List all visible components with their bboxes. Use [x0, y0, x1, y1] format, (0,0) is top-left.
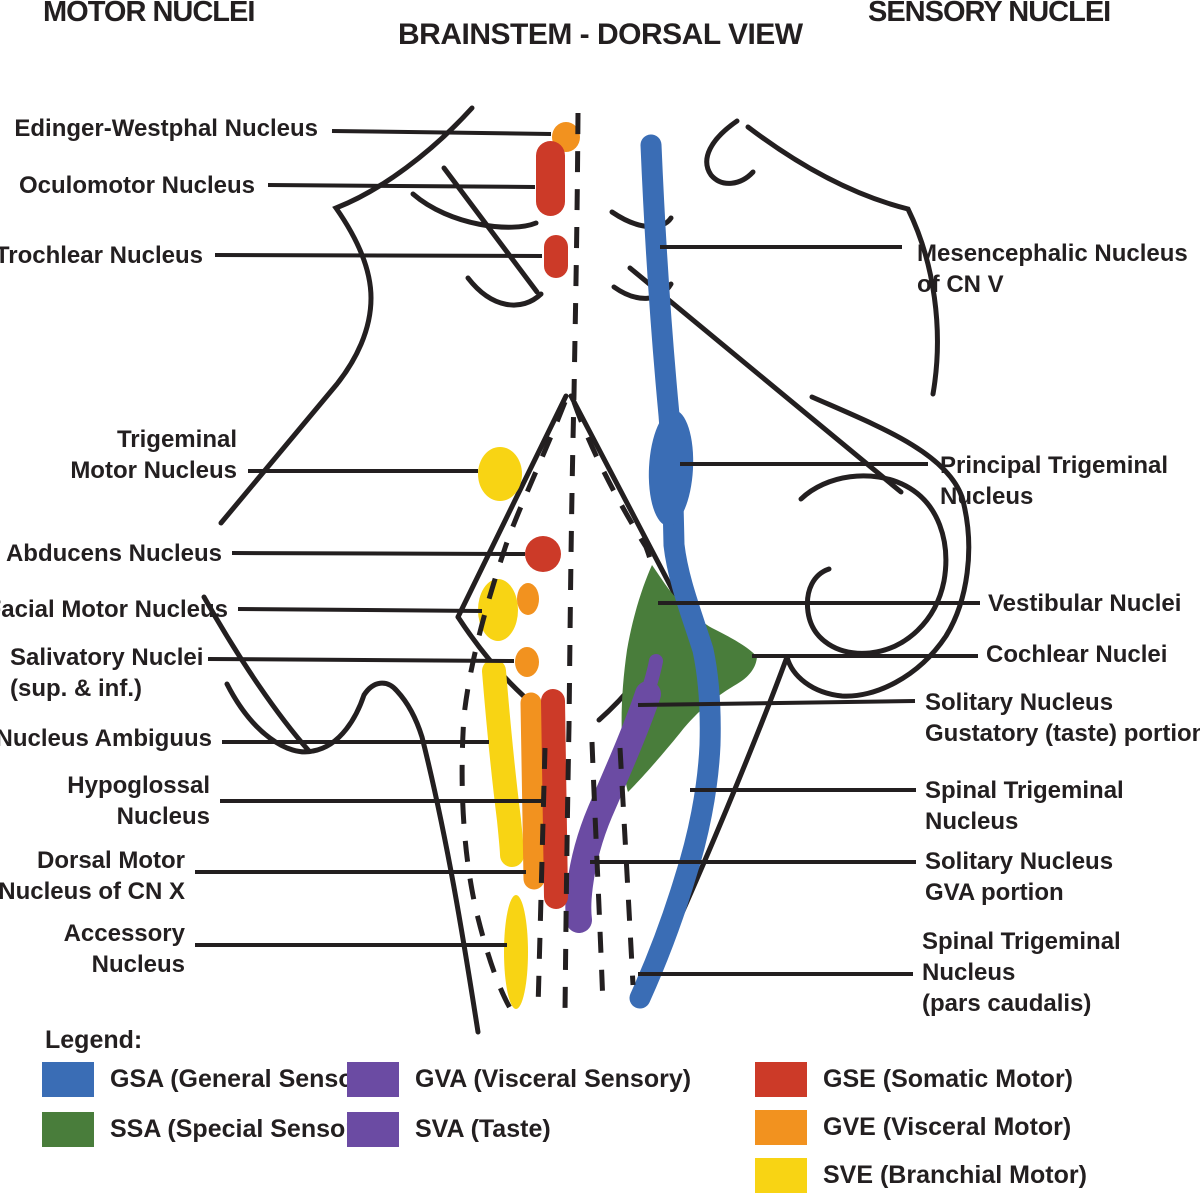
sva-color-swatch: [347, 1112, 399, 1147]
facial-motor-marker: [478, 579, 518, 641]
sensory-nuclei-shapes: [565, 134, 757, 1009]
leader-salivatory: [207, 657, 515, 663]
label-principal-trigeminal-nucleus: Principal Trigeminal Nucleus: [940, 452, 1169, 510]
label-edinger-westphal-nucleus: Edinger-Westphal Nucleus: [14, 115, 318, 142]
label-trochlear-nucleus: Trochlear Nucleus: [0, 242, 203, 269]
label-salivatory-nuclei: Salivatory Nuclei (sup. & inf.): [10, 644, 204, 702]
sulcus-limitans-right-dashed: [571, 401, 654, 567]
legend-item-sva: SVA (Taste): [347, 1112, 551, 1147]
label-cochlear-nuclei: Cochlear Nuclei: [986, 641, 1168, 668]
gva-color-swatch: [347, 1062, 399, 1097]
trigeminal-motor-marker: [478, 447, 522, 501]
legend-item-gsa: GSA (General Sensory): [42, 1062, 386, 1097]
label-solitary-nucleus-gva: Solitary Nucleus GVA portion: [925, 848, 1114, 906]
fasciculus-dashed-1: [535, 747, 548, 1009]
outline-right-peduncle-inner-loop: [798, 473, 949, 656]
fasciculus-dashed-3: [617, 747, 636, 986]
motor-nuclei-shapes: [478, 122, 580, 1009]
solitary-sva-tail: [640, 654, 663, 701]
oculomotor-marker: [536, 141, 565, 216]
vestibular-cochlear-ssa-shape: [621, 565, 757, 792]
nucleus-ambiguus-band: [482, 659, 524, 867]
label-spinal-trigeminal-nucleus: Spinal Trigeminal Nucleus: [925, 777, 1124, 835]
gse-color-swatch: [755, 1062, 807, 1097]
label-accessory-nucleus: Accessory Nucleus: [63, 920, 185, 978]
leader-facial-motor: [237, 607, 483, 613]
outline-fourth-ventricle-right-edge: [568, 393, 685, 611]
gsa-trigeminal-column-band: [629, 134, 721, 1009]
legend-item-sve: SVE (Branchial Motor): [755, 1158, 1087, 1193]
label-dorsal-motor-nucleus-of-cn-x: Dorsal Motor Nucleus of CN X: [0, 847, 185, 905]
legend-item-gva: GVA (Visceral Sensory): [347, 1062, 691, 1097]
outline-left-colliculus-diagonal: [441, 165, 540, 295]
outline-right-thalamus-hook: [704, 118, 756, 186]
label-nucleus-ambiguus: Nucleus Ambiguus: [0, 725, 212, 752]
motor-nuclei-header: MOTOR NUCLEI: [43, 0, 255, 28]
leader-trochlear: [214, 253, 543, 258]
legend-item-ssa: SSA (Special Sensory): [42, 1112, 377, 1147]
hypoglossal-gse-band: [541, 689, 568, 909]
principal-trigeminal-bulge: [648, 410, 694, 526]
figure-title: BRAINSTEM - DORSAL VIEW: [398, 18, 803, 51]
trochlear-marker: [544, 235, 568, 278]
outline-left-midbrain: [218, 105, 475, 526]
leader-abducens: [231, 551, 526, 556]
sve-color-swatch: [755, 1158, 807, 1193]
leader-oculomotor: [267, 183, 536, 189]
legend-item-gse: GSE (Somatic Motor): [755, 1062, 1073, 1097]
leader-edinger-westphal: [331, 129, 552, 136]
salivatory-marker: [515, 647, 539, 677]
facial-gve-marker: [517, 583, 539, 615]
outline-left-inferior-colliculus-arc: [465, 275, 544, 308]
legend-title: Legend:: [45, 1026, 143, 1054]
sensory-nuclei-header: SENSORY NUCLEI: [868, 0, 1111, 28]
ssa-color-swatch: [42, 1112, 94, 1147]
label-oculomotor-nucleus: Oculomotor Nucleus: [18, 172, 255, 199]
outline-right-midbrain: [745, 124, 940, 397]
solitary-gva-band: [565, 681, 661, 933]
gve-color-swatch: [755, 1110, 807, 1145]
leader-lines: [195, 129, 980, 976]
legend-item-gve: GVE (Visceral Motor): [755, 1110, 1071, 1145]
outline-left-pons-lateral: [201, 594, 312, 754]
outline-right-peduncle-diagonal: [627, 265, 904, 495]
sulcus-limitans-left-dashed: [459, 401, 568, 1010]
label-abducens-nucleus: Abducens Nucleus: [5, 540, 222, 567]
dorsal-motor-x-gve-band: [520, 692, 545, 890]
abducens-marker: [525, 536, 561, 572]
leader-solitary-gustatory: [637, 699, 916, 707]
outline-fourth-ventricle-left-edge: [455, 393, 569, 620]
accessory-nucleus-marker: [504, 895, 528, 1009]
label-trigeminal-motor-nucleus: Trigeminal Motor Nucleus: [70, 426, 237, 484]
label-spinal-trigeminal-pars-caudalis: Spinal Trigeminal Nucleus (pars caudalis…: [922, 928, 1121, 1017]
label-solitary-nucleus-gustatory: Solitary Nucleus Gustatory (taste) porti…: [925, 689, 1200, 747]
outline-left-superior-colliculus-arc: [410, 191, 539, 230]
label-mesencephalic-nucleus-of-cn-v: Mesencephalic Nucleus of CN V: [917, 240, 1188, 298]
label-facial-motor-nucleus: Facial Motor Nucleus: [0, 596, 228, 623]
label-hypoglossal-nucleus: Hypoglossal Nucleus: [67, 772, 210, 830]
gsa-color-swatch: [42, 1062, 94, 1097]
outline-left-flocculus-and-medulla: [224, 680, 481, 1035]
label-vestibular-nuclei: Vestibular Nuclei: [988, 590, 1182, 617]
midline-dashed: [562, 112, 581, 1013]
outline-right-peduncle-outer: [784, 394, 972, 699]
